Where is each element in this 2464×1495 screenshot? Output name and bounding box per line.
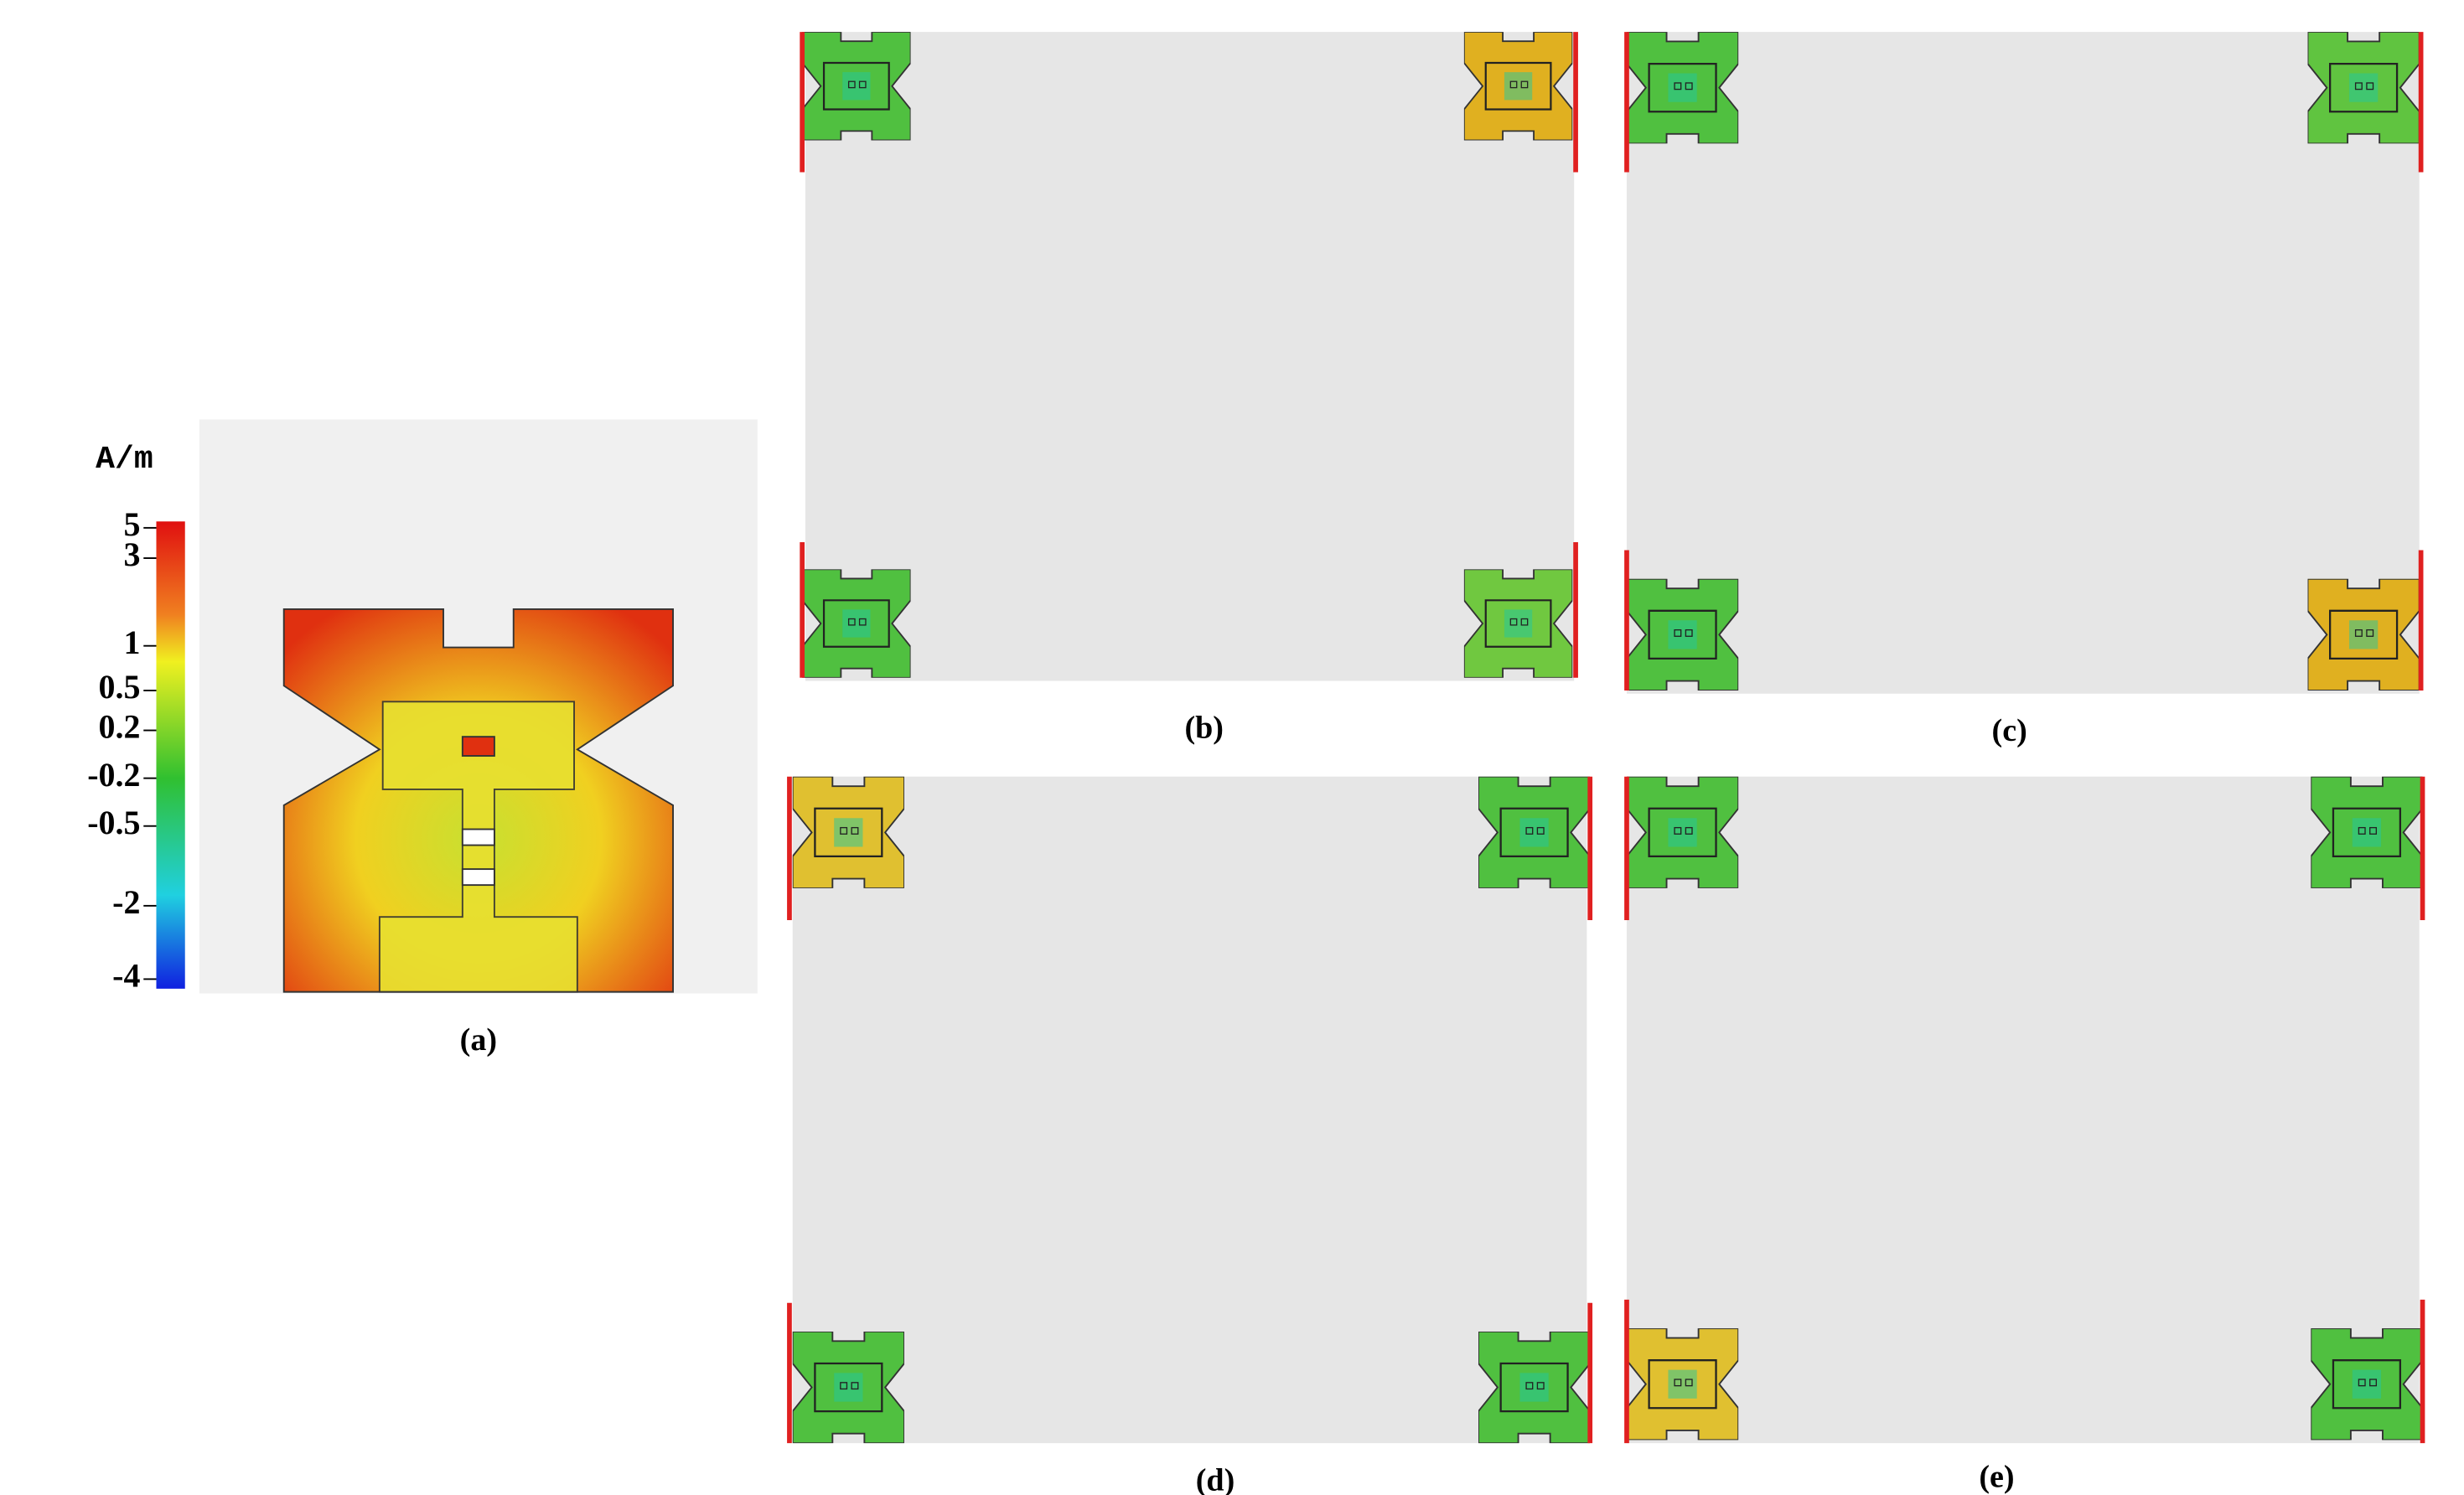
colorbar-tick-label: 0.2 <box>99 708 141 746</box>
panel-label: (d) <box>1196 1462 1235 1495</box>
slot <box>461 828 495 846</box>
ports <box>1624 776 2425 1444</box>
panel-e-background <box>1626 776 2420 1444</box>
slot <box>461 868 495 887</box>
ports <box>1624 32 2424 691</box>
colorbar-tick-label: -4 <box>112 957 140 995</box>
colorbar-unit: A/m <box>96 442 153 478</box>
colorbar-tick-label: 0.5 <box>99 668 141 706</box>
colorbar-tick-label: 1 <box>123 623 140 661</box>
colorbar <box>156 521 185 989</box>
panel-c-background <box>1626 32 2420 694</box>
colorbar-tick-label: 5 <box>123 505 140 543</box>
panel-b-background <box>805 32 1575 681</box>
panel-label: (b) <box>1184 710 1224 745</box>
colorbar-tick-label: 3 <box>123 535 140 573</box>
panel-label: (e) <box>1979 1460 2014 1495</box>
colorbar-tick-label: -0.5 <box>87 804 140 841</box>
panel-label: (a) <box>460 1022 497 1058</box>
ports <box>800 32 1578 678</box>
antenna-inner <box>378 701 578 993</box>
panel-label: (c) <box>1992 713 2027 748</box>
colorbar-tick-label: -0.2 <box>87 756 140 794</box>
panel-d-background <box>792 776 1587 1444</box>
ports <box>787 776 1593 1444</box>
slot <box>461 736 495 757</box>
colorbar-tick-label: -2 <box>112 883 140 921</box>
